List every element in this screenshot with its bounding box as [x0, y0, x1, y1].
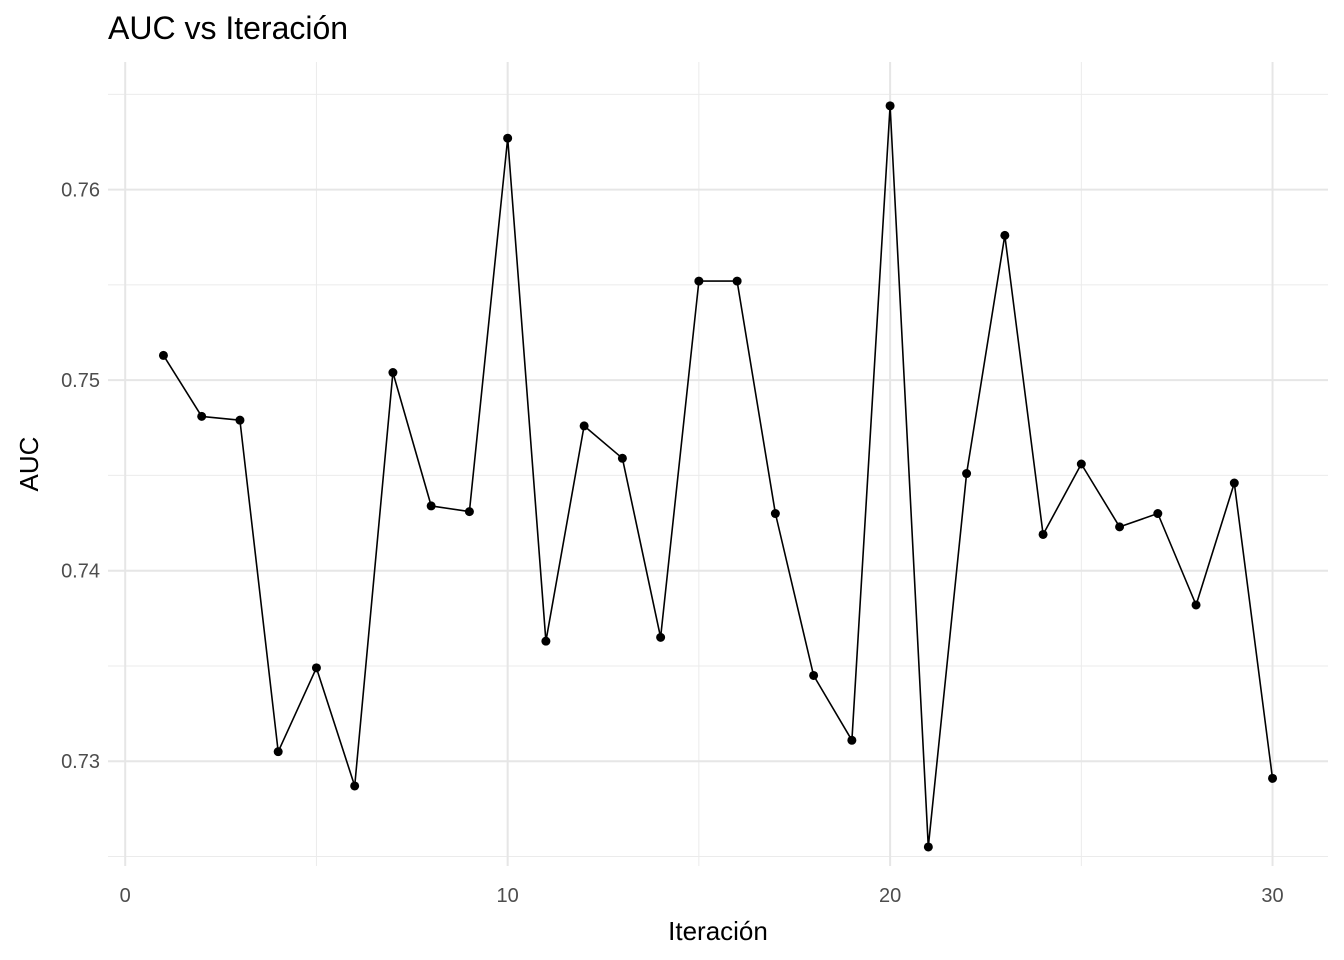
data-point [388, 368, 398, 378]
data-point [503, 133, 513, 143]
series-line [162, 105, 1274, 848]
y-tick-label: 0.74 [61, 561, 100, 583]
series-polyline [162, 105, 1274, 848]
y-axis-title: AUC [14, 437, 44, 492]
data-point [464, 507, 474, 517]
data-point [1268, 773, 1278, 783]
data-point [656, 632, 666, 642]
data-point [1000, 230, 1010, 240]
data-point [235, 415, 245, 425]
data-point [350, 781, 360, 791]
x-tick-label: 10 [497, 885, 519, 907]
data-point [1153, 509, 1163, 519]
data-points [158, 101, 1278, 852]
major-gridlines [108, 62, 1328, 866]
data-point [770, 509, 780, 519]
data-point [197, 411, 207, 421]
data-point [1115, 522, 1125, 532]
data-point [1191, 600, 1201, 610]
data-point [541, 636, 551, 646]
data-point [273, 747, 283, 757]
x-tick-label: 20 [879, 885, 901, 907]
data-point [1229, 478, 1239, 488]
chart-title: AUC vs Iteración [108, 10, 349, 46]
data-point [847, 735, 857, 745]
x-tick-labels: 0 10 20 30 [120, 885, 1284, 907]
data-point [426, 501, 436, 511]
data-point [158, 350, 168, 360]
data-point [885, 101, 895, 111]
data-point [1076, 459, 1086, 469]
data-point [1038, 529, 1048, 539]
data-point [962, 469, 972, 479]
x-axis-title: Iteración [668, 916, 768, 946]
data-point [923, 842, 933, 852]
data-point [311, 663, 321, 673]
x-tick-label: 30 [1261, 885, 1283, 907]
y-tick-labels: 0.73 0.74 0.75 0.76 [61, 180, 100, 774]
data-point [809, 670, 819, 680]
data-point [579, 421, 589, 431]
minor-gridlines [108, 62, 1328, 866]
data-point [617, 453, 627, 463]
y-tick-label: 0.75 [61, 370, 100, 392]
data-point [732, 276, 742, 286]
x-tick-label: 0 [120, 885, 131, 907]
y-tick-label: 0.76 [61, 180, 100, 202]
y-tick-label: 0.73 [61, 751, 100, 773]
data-point [694, 276, 704, 286]
